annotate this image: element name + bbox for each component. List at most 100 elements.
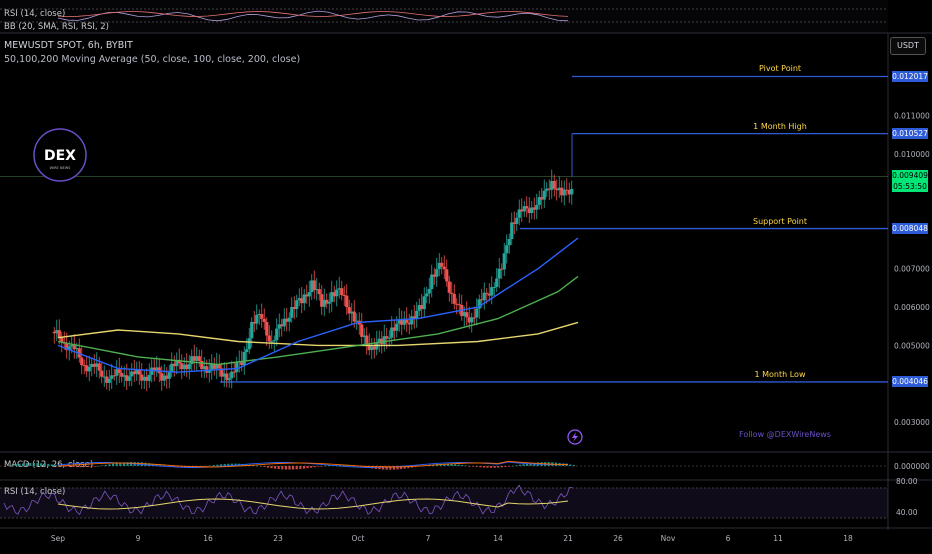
macd-histogram-bar xyxy=(346,465,349,466)
macd-histogram-bar xyxy=(223,463,226,466)
candle-body xyxy=(465,312,469,318)
macd-histogram-bar xyxy=(155,464,158,466)
macd-histogram-bar xyxy=(529,463,532,466)
candle-body xyxy=(552,180,556,189)
candle-body xyxy=(147,374,151,381)
price-tick-label: 0.011000 xyxy=(894,111,930,120)
candle-body xyxy=(515,217,519,224)
candle-body xyxy=(175,359,179,367)
top-rsi-label: RSI (14, close) xyxy=(4,9,66,19)
macd-histogram-bar xyxy=(4,466,7,467)
candle-body xyxy=(350,311,354,314)
macd-histogram-bar xyxy=(266,466,269,468)
candle-body xyxy=(235,362,239,373)
candle-body xyxy=(400,319,404,325)
candle-body xyxy=(417,305,421,311)
follow-text: Follow @DEXWireNews xyxy=(739,430,831,439)
candle-body xyxy=(472,317,476,319)
macd-histogram-bar xyxy=(450,464,453,466)
candle-body xyxy=(260,314,264,319)
date-tick-label: 21 xyxy=(563,534,573,543)
macd-histogram-bar xyxy=(227,463,230,466)
candle-body xyxy=(360,324,364,337)
candle-body xyxy=(95,363,99,367)
candle-body xyxy=(377,338,381,343)
candle-body xyxy=(312,280,316,291)
candle-body xyxy=(67,346,71,351)
macd-histogram-bar xyxy=(108,464,111,466)
date-tick-label: Nov xyxy=(661,534,676,543)
macd-histogram-bar xyxy=(202,466,205,467)
macd-histogram-bar xyxy=(115,463,118,466)
candle-body xyxy=(555,188,559,191)
candle-body xyxy=(117,369,121,374)
candle-body xyxy=(112,375,116,377)
dex-logo xyxy=(33,128,87,182)
candle-body xyxy=(92,363,96,367)
candle-body xyxy=(127,376,131,381)
macd-histogram-bar xyxy=(324,465,327,467)
bar-countdown: 05:53:50 xyxy=(893,182,927,192)
candle-body xyxy=(172,363,176,367)
candle-body xyxy=(292,307,296,309)
macd-histogram-bar xyxy=(468,466,471,467)
candle-body xyxy=(270,341,274,343)
candle-body xyxy=(432,274,436,277)
candle-body xyxy=(355,320,359,322)
candle-body xyxy=(295,300,299,309)
macd-histogram-bar xyxy=(18,463,21,466)
candle-body xyxy=(97,363,101,371)
macd-histogram-bar xyxy=(32,462,35,466)
currency-button[interactable]: USDT xyxy=(890,37,926,55)
candle-body xyxy=(227,378,231,381)
candle-body xyxy=(57,330,61,338)
macd-histogram-bar xyxy=(454,464,457,466)
date-tick-label: 9 xyxy=(136,534,141,543)
candle-body xyxy=(450,292,454,295)
macd-histogram-bar xyxy=(83,466,86,468)
candle-body xyxy=(275,328,279,341)
candle-body xyxy=(500,268,504,270)
candle-body xyxy=(297,298,301,301)
candle-body xyxy=(477,299,481,309)
candle-body xyxy=(267,335,271,342)
level-price-tag: 0.004046 xyxy=(892,376,928,388)
macd-histogram-bar xyxy=(25,463,28,466)
candle-body xyxy=(462,312,466,317)
candle-body xyxy=(222,373,226,377)
candle-body xyxy=(85,365,89,372)
macd-histogram-bar xyxy=(216,464,219,466)
candle-body xyxy=(257,314,261,316)
candle-body xyxy=(565,189,569,191)
candle-body xyxy=(252,321,256,324)
lightning-icon[interactable] xyxy=(567,429,583,445)
candle-body xyxy=(205,366,209,373)
candle-body xyxy=(352,311,356,322)
candle-body xyxy=(407,322,411,325)
macd-histogram-bar xyxy=(68,466,71,467)
candle-body xyxy=(155,367,159,372)
ma-indicator-label: 50,100,200 Moving Average (50, close, 10… xyxy=(4,54,301,65)
candle-body xyxy=(485,292,489,294)
candle-body xyxy=(255,314,259,324)
macd-histogram-bar xyxy=(277,466,280,470)
candle-body xyxy=(507,238,511,246)
candle-body xyxy=(280,324,284,327)
candle-body xyxy=(495,278,499,287)
candle-body xyxy=(332,292,336,297)
candle-body xyxy=(200,360,204,370)
date-tick-label: 18 xyxy=(843,534,853,543)
candle-body xyxy=(342,295,346,297)
candle-body xyxy=(365,335,369,345)
rsi-tick-label: 40.00 xyxy=(896,508,918,517)
candle-body xyxy=(442,266,446,270)
macd-histogram-bar xyxy=(572,465,575,466)
price-tick-label: 0.006000 xyxy=(894,303,930,312)
candle-body xyxy=(422,296,426,310)
current-price-tag: 0.009409 05:53:50 xyxy=(892,170,928,193)
candle-body xyxy=(177,359,181,364)
macd-histogram-bar xyxy=(205,466,208,467)
candle-body xyxy=(55,330,59,334)
candle-body xyxy=(530,207,534,214)
